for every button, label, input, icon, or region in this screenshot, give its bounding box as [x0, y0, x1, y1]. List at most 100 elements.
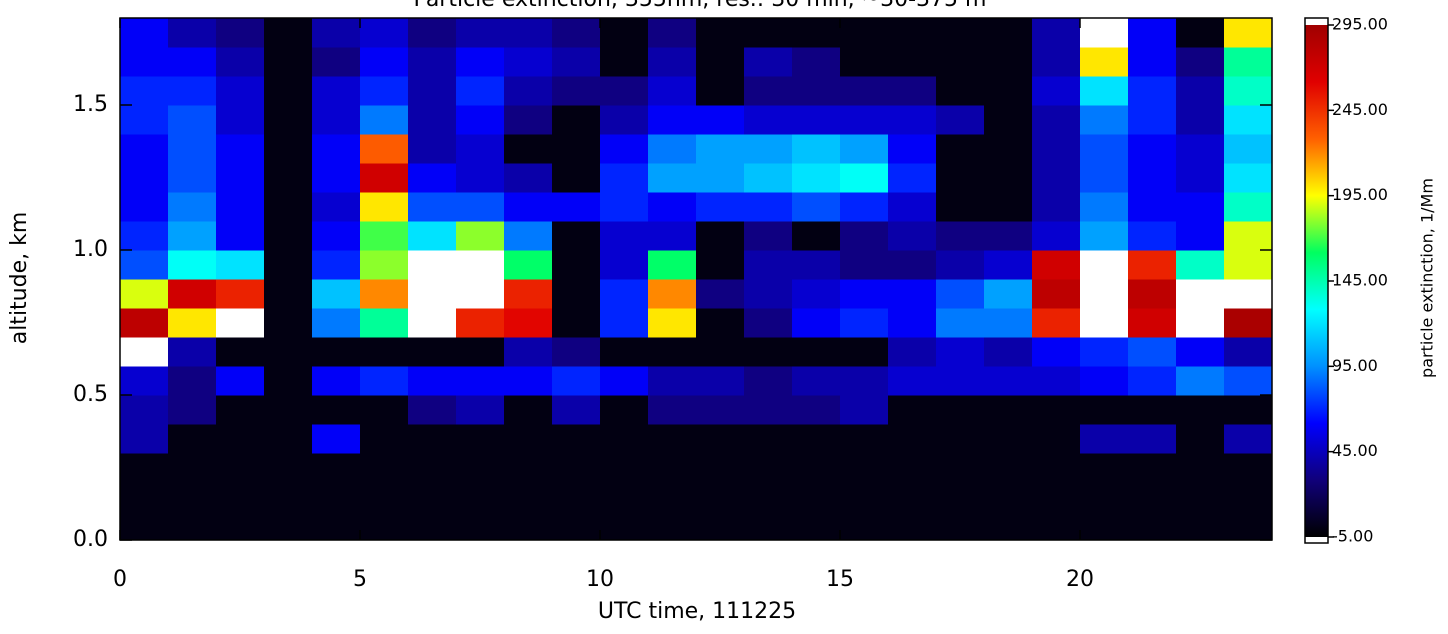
heatmap-cell — [312, 308, 361, 338]
heatmap-cell — [360, 279, 409, 309]
heatmap-cell — [120, 424, 169, 454]
heatmap-cell — [1080, 250, 1129, 280]
heatmap-cell — [456, 424, 505, 454]
heatmap-cell — [552, 250, 601, 280]
heatmap-cell — [1032, 482, 1081, 512]
heatmap-cell — [600, 279, 649, 309]
heatmap-cell — [312, 105, 361, 135]
heatmap-cell — [696, 395, 745, 425]
heatmap-cell — [1176, 279, 1225, 309]
heatmap-cell — [168, 250, 217, 280]
heatmap-cell — [456, 337, 505, 367]
heatmap-cell — [648, 105, 697, 135]
heatmap-cell — [264, 337, 313, 367]
heatmap-cell — [984, 308, 1033, 338]
heatmap-cell — [456, 453, 505, 483]
heatmap-cell — [312, 192, 361, 222]
heatmap-cell — [1224, 192, 1273, 222]
heatmap-cell — [168, 366, 217, 396]
heatmap-cell — [1080, 395, 1129, 425]
heatmap-cell — [168, 105, 217, 135]
heatmap-cell — [552, 395, 601, 425]
heatmap-cell — [696, 76, 745, 106]
heatmap-cell — [360, 308, 409, 338]
heatmap-cell — [840, 47, 889, 77]
heatmap-cell — [312, 279, 361, 309]
x-axis-label: UTC time, 111225 — [598, 599, 796, 624]
heatmap-cell — [888, 337, 937, 367]
heatmap-cell — [312, 424, 361, 454]
x-tick-label: 20 — [1066, 567, 1094, 592]
heatmap-cell — [1224, 134, 1273, 164]
heatmap-cell — [168, 221, 217, 251]
heatmap-cell — [600, 395, 649, 425]
heatmap-cell — [552, 163, 601, 193]
heatmap-cell — [840, 221, 889, 251]
heatmap-cell — [600, 105, 649, 135]
heatmap-cell — [984, 47, 1033, 77]
heatmap-cell — [984, 163, 1033, 193]
heatmap-cell — [360, 453, 409, 483]
heatmap-cell — [984, 279, 1033, 309]
heatmap-cell — [120, 395, 169, 425]
heatmap-cell — [696, 163, 745, 193]
colorbar-tick-label: 145.00 — [1332, 271, 1388, 290]
heatmap-cell — [216, 250, 265, 280]
heatmap-cell — [984, 337, 1033, 367]
heatmap-cell — [1176, 134, 1225, 164]
heatmap-cell — [744, 76, 793, 106]
heatmap-cell — [216, 511, 265, 541]
heatmap-cell — [504, 453, 553, 483]
heatmap-cell — [312, 221, 361, 251]
heatmap-cell — [1032, 366, 1081, 396]
heatmap-cell — [840, 134, 889, 164]
heatmap-cell — [456, 18, 505, 48]
heatmap-cell — [840, 424, 889, 454]
heatmap-cell — [408, 308, 457, 338]
heatmap-cell — [936, 308, 985, 338]
heatmap-cell — [744, 163, 793, 193]
heatmap-cell — [792, 453, 841, 483]
heatmap-cell — [120, 47, 169, 77]
heatmap-cell — [552, 424, 601, 454]
heatmap-cell — [1080, 76, 1129, 106]
heatmap-cell — [888, 134, 937, 164]
heatmap-cell — [936, 47, 985, 77]
colorbar-tick-label: 45.00 — [1332, 441, 1378, 460]
heatmap-cell — [1224, 366, 1273, 396]
heatmap-cell — [1128, 366, 1177, 396]
heatmap-cell — [264, 250, 313, 280]
heatmap-cell — [312, 18, 361, 48]
heatmap-cell — [696, 337, 745, 367]
heatmap-cell — [312, 511, 361, 541]
heatmap-cell — [1032, 18, 1081, 48]
heatmap-cell — [1176, 511, 1225, 541]
heatmap-cell — [504, 47, 553, 77]
heatmap-cell — [936, 192, 985, 222]
heatmap-cell — [216, 366, 265, 396]
heatmap-cell — [792, 308, 841, 338]
heatmap-cell — [840, 18, 889, 48]
heatmap-cell — [552, 308, 601, 338]
heatmap-cell — [120, 192, 169, 222]
heatmap-cell — [792, 134, 841, 164]
heatmap-cell — [264, 163, 313, 193]
heatmap-cell — [600, 18, 649, 48]
heatmap-cell — [696, 424, 745, 454]
heatmap-cell — [360, 192, 409, 222]
colorbar-label: particle extinction, 1/Mm — [1418, 178, 1437, 378]
heatmap-cell — [168, 76, 217, 106]
heatmap-cell — [504, 250, 553, 280]
heatmap-cell — [120, 482, 169, 512]
heatmap-cell — [360, 163, 409, 193]
heatmap-cell — [216, 76, 265, 106]
heatmap-cell — [888, 105, 937, 135]
heatmap-cell — [648, 366, 697, 396]
heatmap-cell — [840, 76, 889, 106]
heatmap-cell — [648, 279, 697, 309]
heatmap-cell — [1176, 163, 1225, 193]
heatmap-cell — [648, 453, 697, 483]
heatmap-cell — [600, 76, 649, 106]
heatmap-cell — [744, 453, 793, 483]
heatmap-cell — [216, 337, 265, 367]
